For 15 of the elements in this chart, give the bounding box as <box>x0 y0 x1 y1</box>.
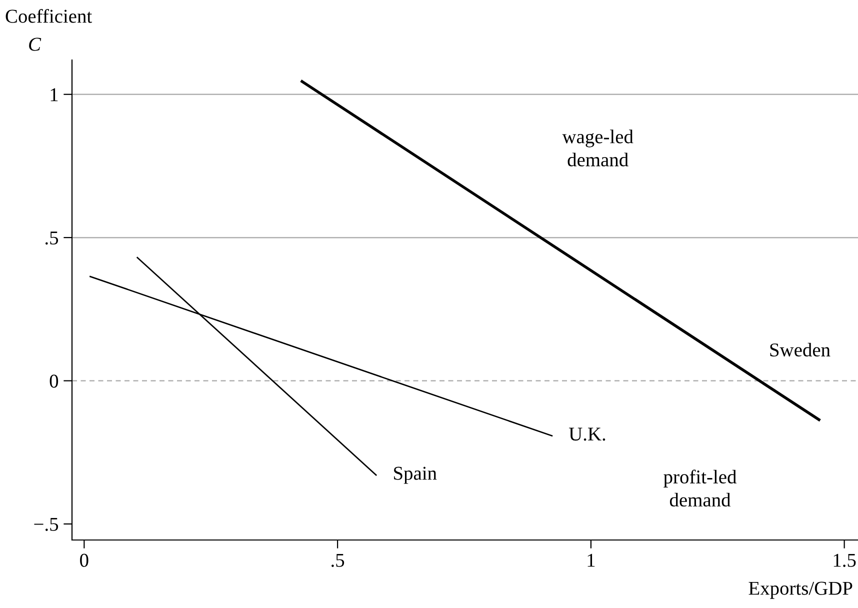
y-tick-label: 0 <box>50 374 58 388</box>
series-label: Spain <box>394 466 437 484</box>
annotation: profit-led demand <box>664 470 736 507</box>
x-tick-label: 1.5 <box>834 554 856 567</box>
y-tick-label: 1 <box>50 88 58 102</box>
series-label: U.K. <box>568 428 606 441</box>
x-tick-label: 1 <box>588 554 595 567</box>
series-label: Sweden <box>770 342 830 357</box>
x-tick-label: .5 <box>332 554 344 567</box>
y-tick-label: .5 <box>46 232 58 245</box>
x-tick-label: 0 <box>80 554 88 567</box>
x-axis-title: Exports/GDP <box>748 582 852 599</box>
y-tick-label: −.5 <box>34 518 58 531</box>
y-axis-title: Coefficient C <box>6 8 92 51</box>
annotation: wage-led demand <box>562 130 634 166</box>
